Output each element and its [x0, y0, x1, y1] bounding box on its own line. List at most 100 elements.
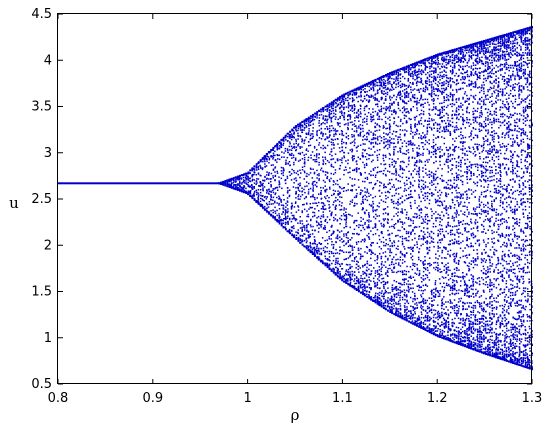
data-point: [356, 203, 358, 205]
data-point: [281, 151, 283, 153]
data-point: [310, 120, 312, 122]
data-point: [403, 152, 406, 155]
data-point: [384, 154, 387, 157]
data-point: [427, 101, 429, 104]
data-point: [290, 212, 293, 214]
data-point: [354, 204, 356, 207]
data-point: [412, 135, 414, 138]
data-point: [359, 144, 362, 146]
data-point: [407, 149, 410, 151]
data-point: [355, 225, 358, 227]
data-point: [380, 303, 382, 305]
data-point: [422, 110, 425, 113]
data-point: [377, 278, 379, 280]
data-point: [369, 84, 372, 86]
data-point: [292, 225, 295, 227]
data-point: [237, 184, 239, 187]
data-point: [341, 130, 344, 133]
data-point: [226, 183, 229, 185]
data-point: [390, 84, 393, 86]
data-point: [368, 273, 370, 275]
data-point: [372, 83, 374, 86]
data-point: [397, 198, 400, 201]
data-point: [362, 207, 364, 210]
data-point: [422, 89, 424, 92]
data-point: [356, 263, 358, 266]
data-point: [373, 216, 375, 218]
data-point: [243, 191, 245, 193]
data-point: [299, 135, 302, 138]
data-point: [391, 271, 394, 273]
data-point: [338, 99, 341, 101]
data-point: [337, 159, 339, 162]
data-point: [362, 266, 364, 268]
data-point: [245, 180, 247, 182]
data-point: [389, 105, 391, 107]
data-point: [412, 250, 414, 252]
data-point: [283, 152, 285, 154]
data-point: [426, 248, 428, 250]
data-point: [386, 218, 389, 220]
data-point: [277, 189, 279, 191]
data-point: [360, 99, 362, 101]
data-point: [345, 211, 347, 213]
data-point: [271, 155, 274, 158]
data-point: [253, 195, 255, 198]
data-point: [425, 241, 427, 243]
data-point: [400, 73, 402, 75]
data-point: [287, 230, 289, 232]
data-point: [374, 79, 376, 81]
data-point: [322, 216, 325, 218]
data-point: [334, 214, 337, 216]
data-point: [341, 150, 343, 152]
data-point: [409, 266, 412, 268]
data-point: [384, 82, 387, 84]
data-point: [364, 156, 367, 158]
data-point: [372, 277, 375, 280]
data-point: [389, 125, 392, 128]
data-point: [368, 99, 371, 102]
data-point: [383, 292, 385, 295]
data-point: [422, 87, 425, 90]
data-point: [308, 236, 310, 239]
data-point: [385, 243, 387, 245]
data-point: [390, 295, 393, 298]
data-point: [237, 175, 239, 178]
data-point: [336, 220, 339, 222]
data-point: [418, 81, 420, 83]
data-point: [428, 151, 431, 154]
data-point: [414, 126, 416, 128]
data-point: [362, 273, 364, 275]
data-point: [395, 234, 397, 237]
data-point: [426, 159, 428, 161]
data-point: [276, 148, 279, 150]
data-point: [395, 223, 397, 225]
data-point: [353, 104, 355, 106]
data-point: [401, 226, 403, 228]
data-point: [361, 154, 364, 156]
data-point: [326, 105, 328, 108]
data-point: [393, 215, 395, 217]
data-point: [304, 163, 306, 165]
data-point: [337, 118, 339, 121]
data-point: [385, 266, 387, 268]
data-point: [282, 172, 284, 174]
data-point: [372, 115, 375, 117]
data-point: [293, 218, 295, 220]
data-point: [420, 117, 423, 119]
data-point: [266, 189, 268, 191]
data-point: [324, 122, 326, 125]
data-point: [284, 223, 287, 226]
data-point: [274, 171, 276, 173]
data-point: [247, 178, 249, 181]
data-point: [359, 86, 362, 88]
data-point: [230, 187, 233, 189]
data-point: [416, 100, 418, 102]
data-point: [335, 204, 337, 207]
data-point: [360, 88, 362, 91]
data-point: [313, 251, 316, 254]
data-point: [428, 202, 431, 205]
data-point: [416, 147, 418, 149]
data-point: [422, 301, 425, 303]
data-point: [305, 241, 308, 244]
